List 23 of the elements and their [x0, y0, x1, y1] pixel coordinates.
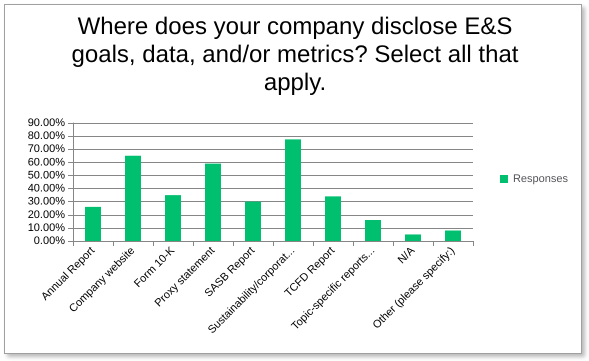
bar — [125, 156, 141, 241]
bar — [405, 234, 421, 241]
chart-title: Where does your company disclose E&S goals, data, and/or metrics? Select all that apply. — [70, 13, 520, 97]
bar — [245, 202, 261, 241]
y-tick-label: 40.00% — [28, 182, 66, 195]
legend-label: Responses — [512, 173, 568, 185]
bar — [285, 139, 301, 241]
bar — [445, 230, 461, 241]
y-tick-label: 20.00% — [28, 208, 66, 221]
y-tick-label: 90.00% — [28, 117, 66, 129]
y-tick-label: 70.00% — [28, 143, 66, 156]
bar — [365, 220, 381, 241]
bar — [205, 164, 221, 241]
y-tick-label: 50.00% — [28, 169, 66, 182]
x-tick-label: N/A — [396, 244, 418, 266]
y-tick-label: 10.00% — [28, 222, 66, 234]
y-tick-label: 0.00% — [34, 235, 66, 247]
bar — [85, 206, 101, 241]
y-tick-label: 60.00% — [28, 156, 66, 168]
bar — [165, 195, 181, 241]
y-tick-label: 80.00% — [28, 130, 66, 142]
y-tick-label: 30.00% — [28, 196, 66, 208]
bar — [325, 196, 341, 241]
